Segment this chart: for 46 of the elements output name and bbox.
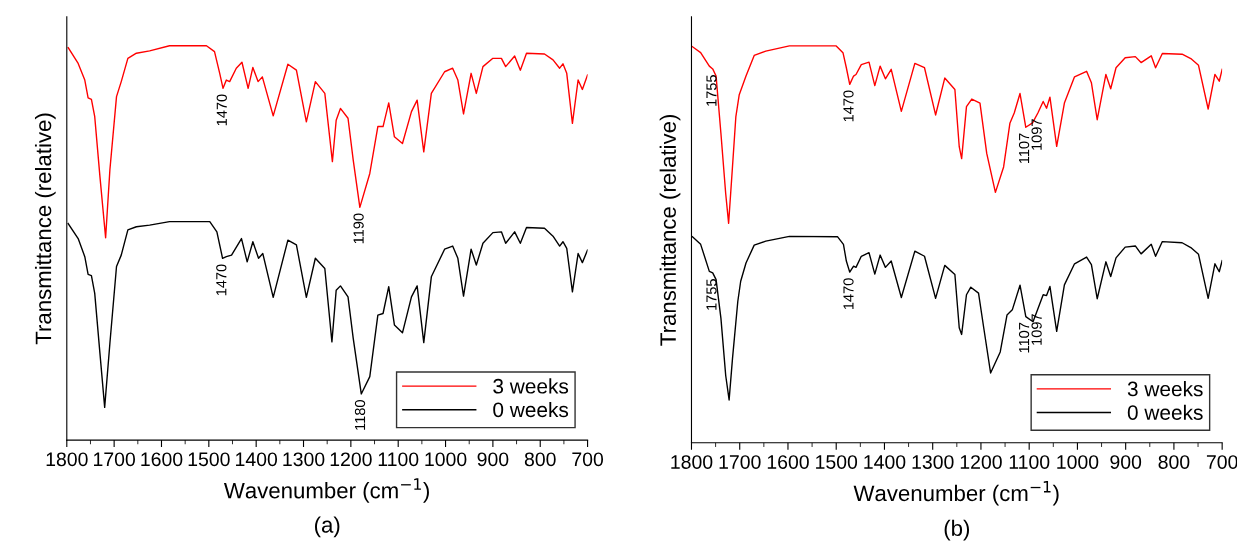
annotation: 1470 xyxy=(843,90,854,122)
x-tick-label: 1600 xyxy=(141,452,183,467)
x-tick-label: 1400 xyxy=(864,455,906,469)
x-tick-label: 1300 xyxy=(283,452,325,467)
annotation: 1097 xyxy=(1031,314,1042,345)
x-tick-label: 1400 xyxy=(236,452,278,467)
legend-label: 0 weeks xyxy=(1127,404,1203,420)
legend-label: 3 weeks xyxy=(493,378,569,394)
annotation: 1755 xyxy=(706,279,717,310)
x-tick-label: 1500 xyxy=(816,455,858,469)
annotation: 1470 xyxy=(843,278,854,310)
y-axis-title: Transmittance (relative) xyxy=(34,113,56,345)
x-axis-title: Wavenumber (cm$^{−1}$) xyxy=(853,481,1059,506)
annotation: 1107 xyxy=(1018,322,1030,353)
x-tick-label: 800 xyxy=(1158,455,1190,469)
x-tick-label: 1800 xyxy=(671,455,713,469)
annotation: 1470 xyxy=(216,264,227,296)
annotation: 1180 xyxy=(354,400,366,430)
annotation: 1755 xyxy=(706,75,717,106)
x-tick-label: 1500 xyxy=(188,452,230,467)
x-tick-label: 1100 xyxy=(378,452,419,467)
x-tick-label: 1000 xyxy=(425,452,467,467)
y-axis-title: Transmittance (relative) xyxy=(659,114,681,346)
x-tick-label: 1700 xyxy=(94,452,136,467)
x-tick-label: 900 xyxy=(477,452,509,467)
legend-label: 0 weeks xyxy=(493,401,569,418)
x-tick-label: 1300 xyxy=(912,455,954,469)
x-axis-title: Wavenumber (cm$^{−1}$) xyxy=(223,478,429,503)
annotation: 1107 xyxy=(1018,133,1030,164)
x-tick-label: 1800 xyxy=(46,452,88,467)
x-tick-label: 700 xyxy=(572,452,604,467)
text: (b) xyxy=(944,519,970,541)
annotation: 1190 xyxy=(353,213,364,244)
text: (a) xyxy=(314,516,340,538)
x-tick-label: 1700 xyxy=(719,455,761,469)
x-tick-label: 800 xyxy=(524,452,556,467)
x-tick-label: 1100 xyxy=(1009,455,1050,469)
x-tick-label: 1000 xyxy=(1057,455,1099,469)
x-tick-label: 1600 xyxy=(767,455,809,469)
annotation: 1097 xyxy=(1031,119,1042,150)
x-tick-label: 1200 xyxy=(330,452,372,467)
x-tick-label: 700 xyxy=(1206,455,1237,469)
x-tick-label: 900 xyxy=(1110,455,1142,469)
legend-label: 3 weeks xyxy=(1127,381,1203,397)
x-tick-label: 1200 xyxy=(960,455,1002,469)
annotation: 1470 xyxy=(216,94,227,126)
